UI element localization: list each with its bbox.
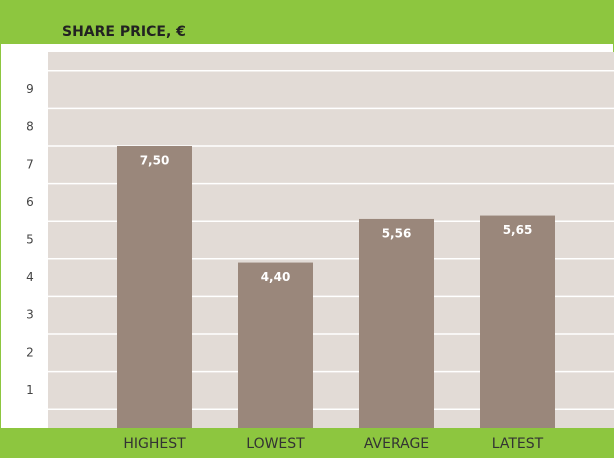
y-tick-label: 4 (26, 270, 34, 284)
value-label: 4,40 (261, 270, 291, 284)
footer-band (0, 428, 614, 458)
chart-title: SHARE PRICE, € (62, 24, 186, 40)
y-tick-label: 6 (26, 195, 34, 209)
y-tick-label: 9 (26, 82, 34, 96)
bar (238, 262, 313, 428)
bar (359, 218, 434, 428)
header-band (0, 0, 614, 44)
x-tick-label: LOWEST (246, 436, 305, 452)
y-tick-label: 1 (26, 383, 34, 397)
bar (117, 146, 192, 428)
y-tick-label: 8 (26, 120, 34, 134)
x-tick-label: LATEST (492, 436, 544, 452)
value-label: 5,56 (382, 226, 412, 240)
y-tick-label: 5 (26, 233, 34, 247)
y-tick-label: 2 (26, 345, 34, 359)
x-tick-label: HIGHEST (123, 436, 186, 452)
y-tick-label: 3 (26, 308, 34, 322)
bar (480, 215, 555, 428)
x-tick-label: AVERAGE (364, 436, 429, 452)
value-label: 7,50 (140, 154, 170, 168)
y-tick-label: 7 (26, 157, 34, 171)
value-label: 5,65 (503, 223, 533, 237)
